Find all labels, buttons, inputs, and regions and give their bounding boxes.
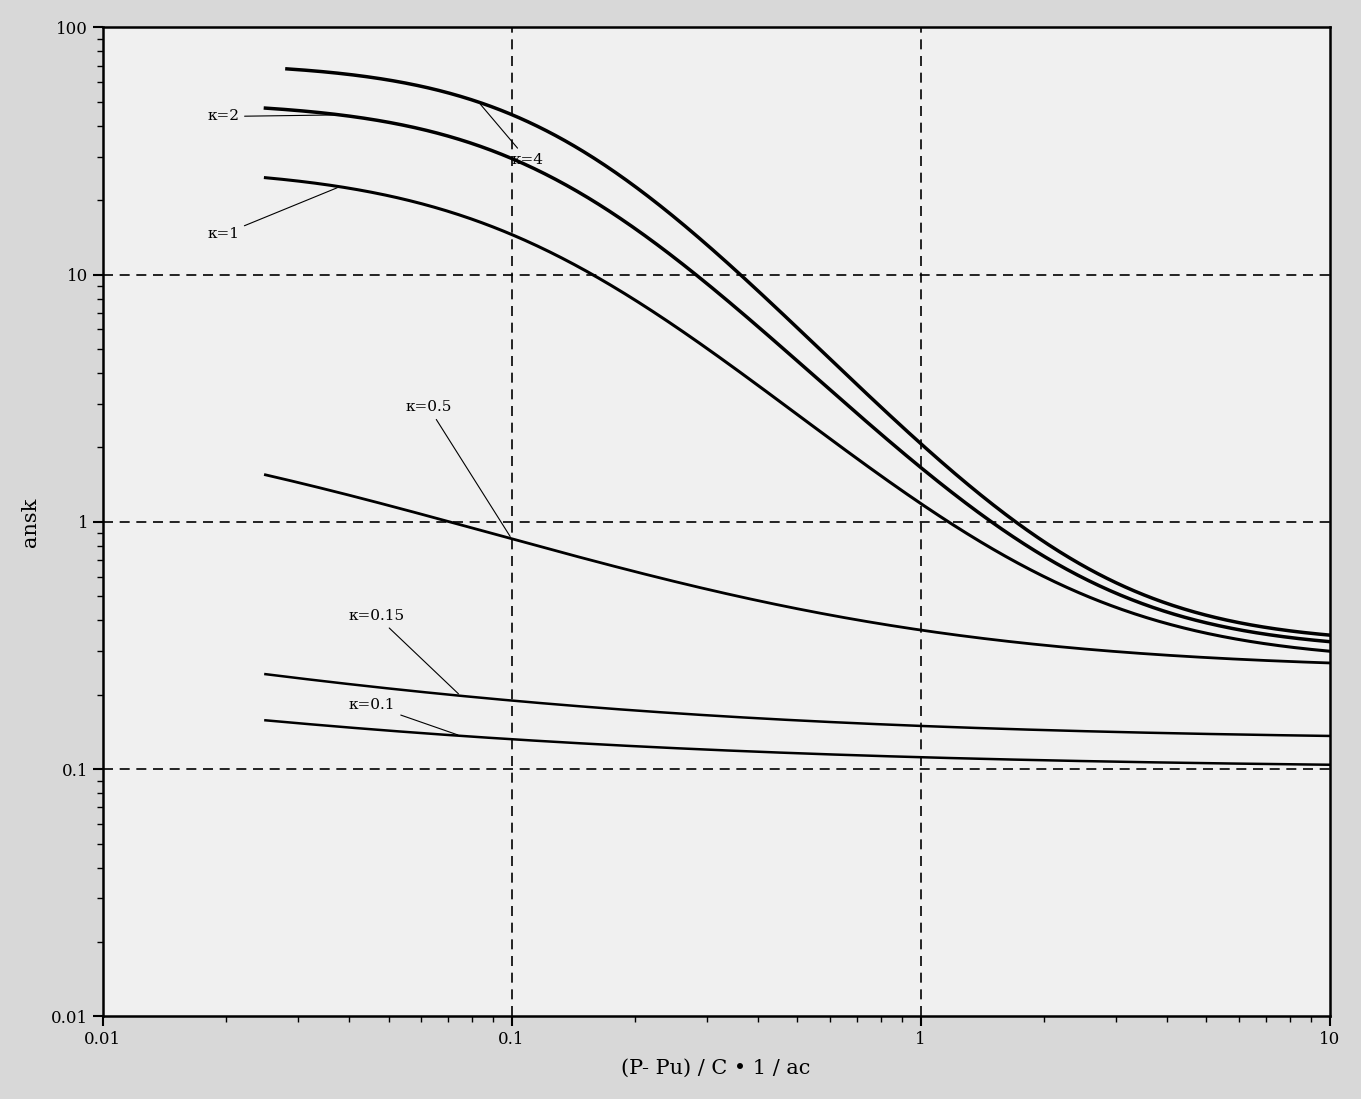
Text: κ=1: κ=1 bbox=[207, 188, 338, 242]
X-axis label: (P- Pu) / C • 1 / ac: (P- Pu) / C • 1 / ac bbox=[622, 1059, 811, 1078]
Text: κ=2: κ=2 bbox=[207, 110, 338, 123]
Text: κ=0.5: κ=0.5 bbox=[406, 400, 510, 536]
Text: κ=0.1: κ=0.1 bbox=[348, 698, 457, 735]
Y-axis label: ansk: ansk bbox=[20, 497, 39, 546]
Text: κ=4: κ=4 bbox=[480, 104, 543, 167]
Text: κ=0.15: κ=0.15 bbox=[348, 609, 459, 693]
